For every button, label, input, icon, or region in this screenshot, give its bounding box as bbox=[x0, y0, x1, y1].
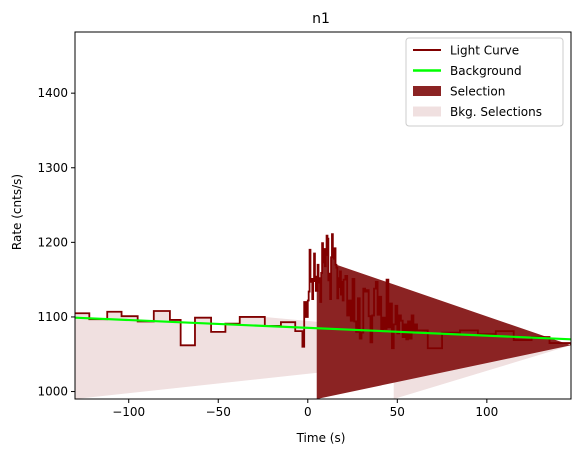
light-curve-line bbox=[75, 233, 571, 350]
legend-swatch-4 bbox=[413, 106, 441, 117]
x-axis-label: Time (s) bbox=[296, 431, 346, 445]
legend-label: Light Curve bbox=[450, 44, 519, 58]
y-tick-label: 1400 bbox=[37, 86, 68, 100]
axes: −100 −50 0 50 100 1000 1100 1200 1300 1400 bbox=[37, 31, 572, 419]
plot-area bbox=[75, 233, 571, 399]
x-tick-label: 50 bbox=[390, 405, 405, 419]
legend-swatch-3 bbox=[413, 86, 441, 96]
x-tick-label: −50 bbox=[206, 405, 231, 419]
legend-label: Selection bbox=[450, 85, 505, 99]
x-tick-label: −100 bbox=[112, 405, 145, 419]
legend-label: Bkg. Selections bbox=[450, 105, 542, 119]
axes-frame bbox=[74, 31, 572, 400]
legend-label: Background bbox=[450, 64, 522, 78]
y-tick-label: 1200 bbox=[37, 235, 68, 249]
y-tick-label: 1000 bbox=[37, 385, 68, 399]
y-tick-label: 1100 bbox=[37, 310, 68, 324]
legend: Light Curve Background Selection Bkg. Selec… bbox=[405, 37, 564, 127]
x-tick-label: 100 bbox=[475, 405, 498, 419]
legend-box bbox=[405, 37, 564, 127]
selection-region bbox=[316, 234, 571, 399]
chart-title: n1 bbox=[312, 11, 330, 27]
y-axis-label: Rate (cnts/s) bbox=[10, 174, 24, 250]
y-tick-label: 1300 bbox=[37, 161, 68, 175]
x-tick-label: 0 bbox=[304, 405, 312, 419]
background-fit-line bbox=[75, 316, 571, 341]
